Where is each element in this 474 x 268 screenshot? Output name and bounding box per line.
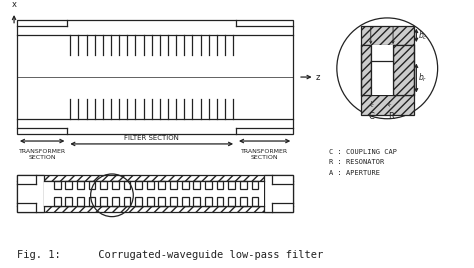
Polygon shape [170,181,177,189]
Text: R : RESONATOR: R : RESONATOR [329,159,384,165]
Text: FILTER SECTION: FILTER SECTION [124,135,179,141]
Polygon shape [240,181,246,189]
Polygon shape [193,181,200,189]
Polygon shape [205,181,212,189]
Polygon shape [170,197,177,206]
Polygon shape [135,181,142,189]
Text: $l_r$: $l_r$ [387,99,393,110]
Text: C : COUPLING CAP: C : COUPLING CAP [329,149,397,155]
Text: R: R [388,112,394,121]
Polygon shape [124,181,130,189]
Polygon shape [44,181,264,206]
Polygon shape [17,175,44,212]
Polygon shape [264,175,293,212]
Polygon shape [135,197,142,206]
Polygon shape [217,197,223,206]
Polygon shape [17,175,293,212]
Polygon shape [100,181,107,189]
Text: TRANSFORMER
SECTION: TRANSFORMER SECTION [18,149,66,159]
Polygon shape [182,181,189,189]
Circle shape [337,18,438,119]
Text: TRANSFORMER
SECTION: TRANSFORMER SECTION [241,149,288,159]
Polygon shape [54,181,61,189]
Polygon shape [252,181,258,189]
Polygon shape [17,181,293,206]
Polygon shape [240,197,246,206]
Text: $l_c$: $l_c$ [369,99,376,110]
Polygon shape [158,197,165,206]
Polygon shape [147,181,154,189]
Text: A : APERTURE: A : APERTURE [329,170,380,176]
Polygon shape [158,181,165,189]
Text: $b_r$: $b_r$ [418,72,428,84]
Polygon shape [54,197,61,206]
Polygon shape [205,197,212,206]
Text: x: x [11,0,17,9]
Polygon shape [393,45,414,95]
Polygon shape [182,197,189,206]
Polygon shape [100,197,107,206]
Polygon shape [252,197,258,206]
Text: Fig. 1:      Corrugated-waveguide low-pass filter: Fig. 1: Corrugated-waveguide low-pass fi… [17,250,323,260]
Polygon shape [124,197,130,206]
Polygon shape [77,181,84,189]
Polygon shape [65,197,72,206]
Polygon shape [147,197,154,206]
Polygon shape [89,197,95,206]
Polygon shape [65,181,72,189]
Polygon shape [89,181,95,189]
Text: C: C [369,112,374,121]
Polygon shape [228,181,235,189]
Polygon shape [217,181,223,189]
Polygon shape [77,197,84,206]
Polygon shape [361,45,371,95]
Polygon shape [371,45,393,95]
Polygon shape [112,181,119,189]
Text: $b_c$: $b_c$ [418,29,428,42]
Polygon shape [193,197,200,206]
Text: z: z [316,73,320,81]
Polygon shape [361,95,414,115]
Polygon shape [228,197,235,206]
Polygon shape [361,26,414,45]
Polygon shape [112,197,119,206]
